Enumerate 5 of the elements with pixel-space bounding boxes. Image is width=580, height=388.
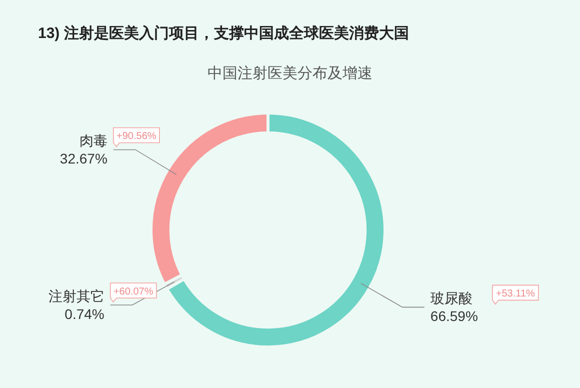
text: +60.07% (113, 286, 154, 298)
text: +53.11% (496, 288, 535, 300)
chart-title: 13) 注射是医美入门项目，支撑中国成全球医美消费大国 (38, 24, 409, 42)
chart-subtitle: 中国注射医美分布及增速 (208, 65, 372, 82)
text: +90.56% (116, 131, 156, 142)
